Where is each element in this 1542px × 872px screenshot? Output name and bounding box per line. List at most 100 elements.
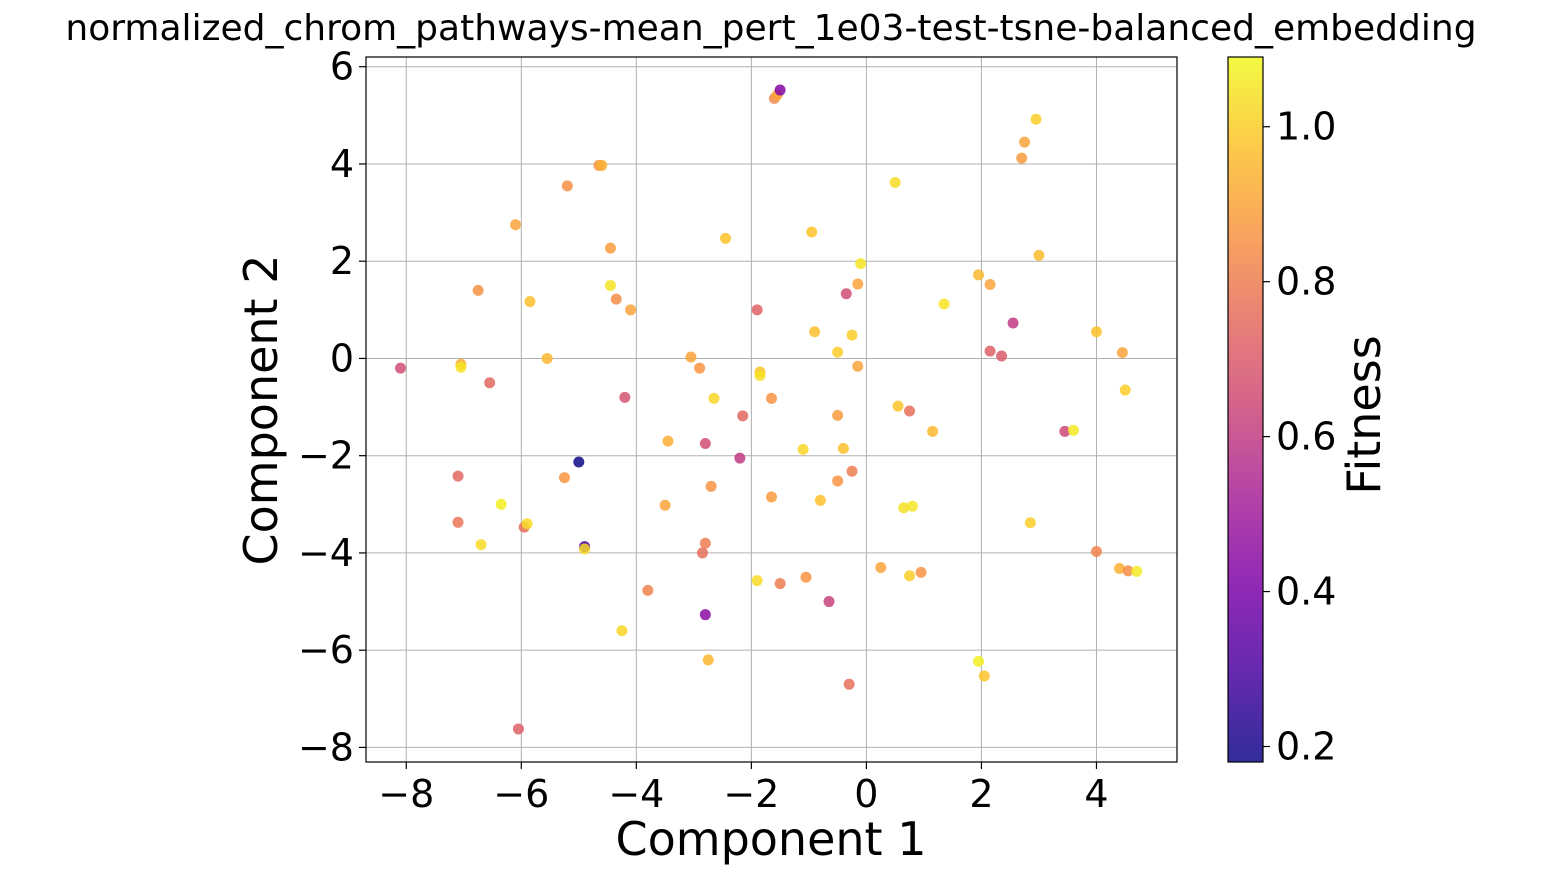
- scatter-point: [1016, 152, 1028, 164]
- x-tick-label: −2: [723, 772, 779, 816]
- scatter-point: [754, 369, 766, 381]
- x-tick-label: 2: [969, 772, 993, 816]
- x-tick-label: −4: [608, 772, 664, 816]
- y-tick-label: −8: [298, 725, 354, 769]
- scatter-point: [898, 502, 910, 514]
- y-tick-label: 6: [330, 45, 354, 89]
- scatter-point: [625, 304, 637, 316]
- y-tick-label: 4: [330, 142, 354, 186]
- y-tick-label: −4: [298, 531, 354, 575]
- scatter-point: [774, 84, 786, 96]
- y-tick-label: 0: [330, 336, 354, 380]
- scatter-point: [737, 410, 749, 422]
- y-tick-label: 2: [330, 239, 354, 283]
- colorbar: 0.2 0.4 0.6 0.8 1.0 Fitness: [1227, 56, 1391, 769]
- scatter-point: [852, 360, 864, 372]
- scatter-point: [1122, 565, 1134, 577]
- scatter-point: [751, 575, 763, 587]
- scatter-point: [855, 258, 867, 270]
- colorbar-tick-label: 0.4: [1276, 570, 1336, 614]
- scatter-point: [604, 242, 616, 254]
- scatter-point: [604, 280, 616, 292]
- scatter-point: [1024, 517, 1036, 529]
- scatter-point: [852, 278, 864, 290]
- scatter-point: [699, 609, 711, 621]
- scatter-point: [978, 670, 990, 682]
- scatter-point: [806, 226, 818, 238]
- y-tick-label: −6: [298, 628, 354, 672]
- colorbar-tick-label: 1.0: [1276, 105, 1336, 149]
- scatter-point: [455, 361, 467, 373]
- scatter-point: [832, 346, 844, 358]
- scatter-point: [797, 443, 809, 455]
- scatter-point: [1090, 326, 1102, 338]
- scatter-point: [619, 391, 631, 403]
- x-tick-label: −6: [493, 772, 549, 816]
- scatter-point: [1007, 317, 1019, 329]
- scatter-point: [1116, 347, 1128, 359]
- scatter-point: [915, 566, 927, 578]
- scatter-point: [875, 562, 887, 574]
- scatter-point: [642, 584, 654, 596]
- scatter-point: [973, 655, 985, 667]
- scatter-point: [809, 326, 821, 338]
- scatter-point: [1131, 565, 1143, 577]
- scatter-point: [837, 442, 849, 454]
- plot-area: −8 −6 −4 −2 0 2 4 −8 −6 −4 −2 0 2 4 6: [298, 45, 1178, 816]
- y-axis-label: Component 2: [234, 255, 288, 566]
- x-tick-label: 4: [1084, 772, 1108, 816]
- scatter-point: [832, 409, 844, 421]
- scatter-point: [452, 516, 464, 528]
- scatter-point: [719, 232, 731, 244]
- grid: [366, 57, 1177, 762]
- colorbar-label: Fitness: [1337, 335, 1391, 494]
- colorbar-tick-label: 0.6: [1276, 415, 1336, 459]
- scatter-point: [579, 543, 591, 555]
- scatter-point: [904, 570, 916, 582]
- scatter-point: [823, 596, 835, 608]
- scatter-point: [800, 571, 812, 583]
- scatter-point: [616, 625, 628, 637]
- scatter-point: [475, 539, 487, 551]
- colorbar-gradient: [1227, 56, 1264, 763]
- scatter-point: [843, 678, 855, 690]
- scatter-point: [904, 405, 916, 417]
- scatter-point: [699, 438, 711, 450]
- scatter-point: [938, 298, 950, 310]
- scatter-point: [484, 377, 496, 389]
- plot-frame: [365, 56, 1178, 763]
- scatter-point: [766, 392, 777, 404]
- scatter-point: [1059, 425, 1071, 437]
- colorbar-tick-label: 0.2: [1276, 725, 1336, 769]
- scatter-point: [452, 470, 464, 482]
- scatter-point: [659, 499, 671, 511]
- scatter-point: [685, 351, 697, 363]
- scatter-point: [734, 452, 746, 464]
- scatter-point: [846, 465, 858, 477]
- scatter-point: [766, 491, 777, 503]
- y-tick-label: −2: [298, 434, 354, 478]
- scatter-point: [524, 296, 536, 308]
- scatter-point: [1113, 562, 1125, 574]
- x-axis: −8 −6 −4 −2 0 2 4: [378, 762, 1109, 816]
- scatter-point: [1019, 136, 1031, 148]
- scatter-point: [973, 269, 985, 281]
- scatter-point: [984, 279, 996, 291]
- scatter-point: [521, 518, 533, 530]
- scatter-point: [774, 578, 786, 590]
- scatter-point: [541, 352, 553, 364]
- scatter-point: [984, 345, 996, 357]
- scatter-point: [558, 472, 570, 484]
- scatter-point: [699, 537, 711, 549]
- scatter-point: [495, 498, 507, 510]
- scatter-point: [596, 159, 608, 171]
- scatter-point: [512, 723, 524, 735]
- scatter-point: [840, 288, 852, 300]
- scatter-point: [694, 362, 706, 374]
- scatter-point: [702, 654, 714, 666]
- scatter-point: [1030, 113, 1042, 125]
- scatter-point: [996, 350, 1008, 362]
- chart-title: normalized_chrom_pathways-mean_pert_1e03…: [65, 8, 1476, 49]
- scatter-point: [662, 435, 674, 447]
